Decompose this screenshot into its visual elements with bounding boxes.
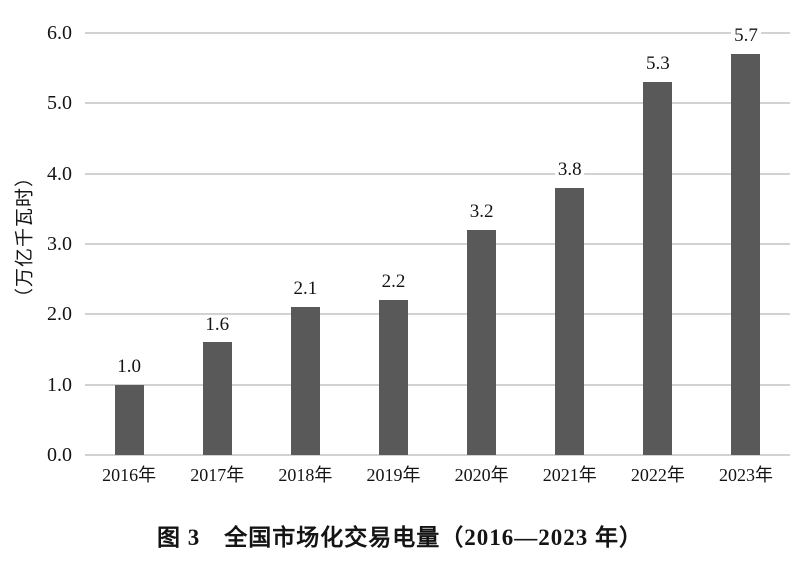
gridline [85,32,790,34]
x-tick-label: 2020年 [454,465,509,485]
y-tick-label: 1.0 [47,373,72,396]
gridline [85,102,790,105]
bar-value-label: 3.2 [466,201,497,223]
gridline [85,243,790,245]
bar [555,187,585,455]
bar [643,82,673,455]
bar [290,307,320,455]
bar-value-label: 1.6 [202,314,233,336]
bar [378,300,408,455]
bar-value-label: 2.1 [290,279,321,301]
x-tick-label: 2018年 [278,465,333,485]
x-tick-label: 2021年 [542,465,597,485]
bar-value-label: 5.3 [642,53,673,76]
gridline [85,454,790,456]
bar-value-label: 2.2 [378,271,409,294]
y-tick-label: 6.0 [47,22,72,44]
gridline [85,313,790,316]
x-tick-label: 2016年 [102,465,157,485]
y-tick-label: 3.0 [47,233,72,255]
x-tick-label: 2019年 [366,465,421,485]
bar [202,342,232,455]
plot-area: 1.0 1.6 2.1 2.2 3.2 3.8 5.3 5.7 [85,25,790,456]
bar-value-label: 5.7 [731,25,761,48]
gridline [85,172,790,175]
x-tick-label: 2023年 [718,465,773,485]
gridline [85,383,790,386]
y-tick-label: 5.0 [47,92,72,115]
y-tick-label: 4.0 [47,162,72,185]
chart-caption: 图 3 全国市场化交易电量（2016—2023 年） [157,525,643,550]
bar-value-label: 1.0 [114,356,144,378]
y-tick-label: 0.0 [47,444,72,466]
y-tick-label: 2.0 [47,303,72,326]
bar [467,229,497,455]
bar [731,54,761,455]
x-tick-label: 2022年 [630,465,685,485]
bar [114,384,144,455]
bar-value-label: 3.8 [554,159,585,181]
x-tick-label: 2017年 [190,465,245,485]
